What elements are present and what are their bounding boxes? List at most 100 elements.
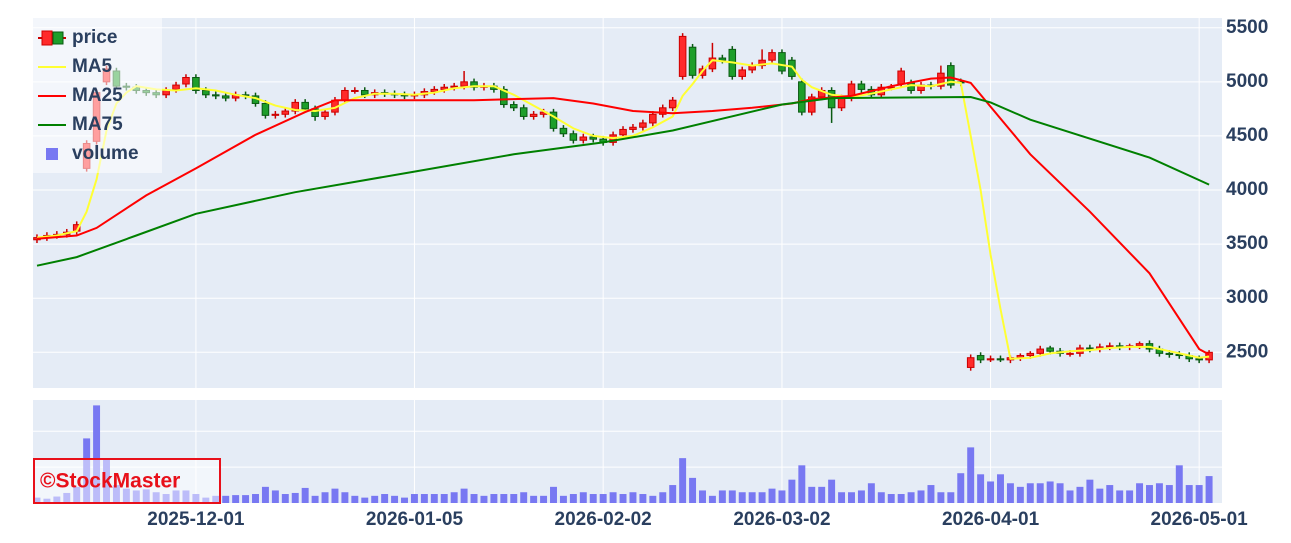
candle-body — [1086, 347, 1094, 350]
candle-body — [351, 89, 359, 92]
candle-body — [440, 86, 449, 90]
volume-bar — [1066, 490, 1074, 503]
volume-bar — [1155, 483, 1163, 503]
volume-bar — [1175, 465, 1183, 503]
candle-body — [341, 89, 349, 101]
y-tick-label: 2500 — [1226, 341, 1268, 362]
volume-bar — [798, 465, 806, 503]
y-tick-label: 3000 — [1226, 287, 1268, 308]
candle-body — [589, 136, 598, 140]
volume-bar — [232, 495, 240, 503]
candle-body — [619, 128, 627, 136]
ma-line — [36, 76, 1210, 356]
candle-body — [996, 358, 1005, 361]
candle-body — [718, 57, 727, 61]
candle-body — [559, 127, 568, 135]
candle-body — [738, 69, 747, 77]
volume-bar — [987, 481, 995, 503]
candle-body — [976, 355, 985, 361]
legend: price MA5 MA25 MA75 volume — [33, 18, 162, 173]
volume-bar — [490, 494, 498, 503]
volume-bar — [887, 494, 895, 503]
volume-bar — [1205, 476, 1213, 503]
candle-body — [778, 52, 786, 72]
volume-bar — [311, 495, 319, 503]
candle-body — [549, 111, 558, 129]
volume-bar — [450, 492, 458, 503]
y-tick-label: 3500 — [1226, 233, 1268, 254]
candle-body — [688, 46, 697, 76]
volume-bar — [500, 494, 508, 503]
volume-bar — [718, 490, 726, 503]
candle-body — [172, 84, 180, 90]
volume-bar — [1026, 483, 1034, 503]
volume-bar — [371, 495, 379, 503]
volume-bar — [252, 494, 259, 503]
candle-body — [261, 102, 270, 116]
volume-bar — [967, 447, 975, 503]
candle-body — [649, 113, 657, 124]
volume-bar — [1046, 481, 1054, 503]
volume-bar — [609, 492, 617, 503]
x-tick-label: 2025-12-01 — [147, 509, 245, 530]
volume-bar — [510, 494, 518, 503]
y-tick-label: 4500 — [1226, 125, 1268, 146]
candle-body — [678, 35, 687, 77]
volume-bar — [1016, 486, 1024, 503]
volume-bar — [1056, 483, 1064, 503]
volume-bar — [1096, 488, 1104, 503]
candle-body — [907, 82, 915, 91]
volume-bar — [917, 490, 925, 503]
candle-body — [857, 83, 866, 90]
watermark-box — [33, 458, 221, 504]
legend-label: MA75 — [72, 114, 123, 135]
volume-bar — [1036, 483, 1044, 503]
volume-bar — [480, 495, 488, 503]
volume-bar — [93, 405, 101, 503]
candle-body — [529, 113, 538, 117]
volume-bar — [768, 488, 776, 503]
legend-label: MA25 — [72, 85, 123, 106]
volume-bar — [1146, 485, 1153, 503]
volume-bar — [261, 486, 269, 503]
legend-label: MA5 — [72, 56, 113, 77]
candle-body — [460, 81, 468, 87]
y-tick-label: 5500 — [1226, 17, 1268, 38]
candle-body — [1026, 352, 1035, 357]
x-tick-label: 2026-03-02 — [733, 509, 830, 530]
x-tick-label: 2026-05-01 — [1151, 509, 1249, 530]
volume-bar — [520, 492, 528, 503]
candle-body — [360, 89, 369, 96]
volume-bar — [1106, 485, 1114, 503]
candle-body — [202, 89, 210, 96]
volume-bar — [857, 490, 865, 503]
volume-bar — [361, 497, 369, 503]
volume-bar — [848, 492, 855, 503]
volume-bar — [460, 488, 468, 503]
volume-bar — [331, 488, 339, 503]
candle-body — [937, 72, 945, 87]
candle-body — [1046, 347, 1054, 352]
volume-bar — [699, 490, 706, 503]
volume-bar — [341, 492, 349, 503]
volume-bar — [430, 494, 438, 503]
candle-body — [966, 357, 975, 368]
volume-bar — [877, 492, 885, 503]
candle-body — [301, 101, 309, 110]
legend-label: price — [72, 27, 117, 48]
volume-bar — [579, 492, 587, 503]
volume-bar — [569, 494, 577, 503]
volume-bar — [321, 492, 329, 503]
candle-body — [758, 59, 766, 67]
candle-body — [1165, 352, 1174, 355]
volume-bar — [1185, 485, 1193, 503]
volume-plot-area — [33, 400, 1222, 503]
volume-bar — [291, 492, 299, 503]
volume-bar — [689, 477, 697, 503]
candle-body — [579, 136, 588, 141]
volume-bar — [937, 492, 945, 503]
volume-bar — [957, 473, 965, 503]
candle-body — [211, 94, 220, 97]
volume-bar — [947, 492, 955, 503]
volume-bar — [440, 494, 448, 503]
